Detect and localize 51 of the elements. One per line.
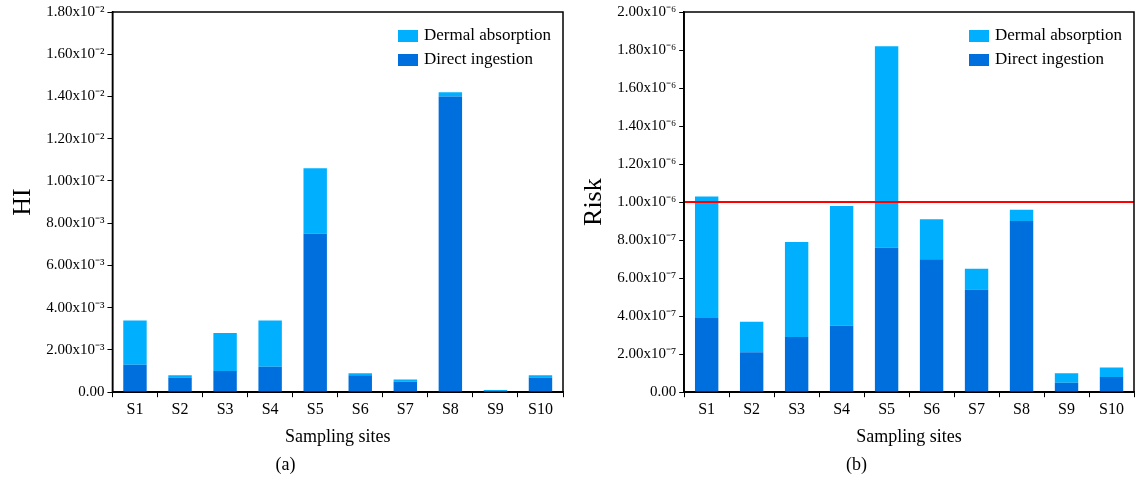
text: (b) — [845, 454, 868, 475]
x-tick-label: S10 — [1099, 400, 1124, 417]
x-axis-title: Sampling sites — [284, 425, 391, 446]
x-tick-label: S3 — [216, 400, 234, 417]
y-tick-label: 1.00x10⁻² — [46, 171, 105, 188]
x-tick-label: S3 — [788, 400, 806, 417]
x-tick-label: S1 — [698, 400, 716, 417]
y-axis-title: HI — [7, 188, 37, 216]
y-tick-label: 1.60x10⁻⁶ — [617, 78, 677, 95]
y-tick-label: 2.00x10⁻³ — [46, 340, 105, 357]
legend-label: Direct ingestion — [424, 49, 534, 69]
x-tick-label: S2 — [743, 400, 761, 417]
x-tick-label: S2 — [171, 400, 189, 417]
y-tick-label: 4.00x10⁻³ — [46, 298, 105, 315]
x-tick-label: S6 — [923, 400, 941, 417]
y-axis-title: Risk — [578, 178, 608, 226]
x-tick-label: S7 — [968, 400, 986, 417]
y-tick-label: 1.60x10⁻² — [46, 45, 105, 62]
x-tick-label: S4 — [833, 400, 851, 417]
y-tick-label: 4.00x10⁻⁷ — [617, 307, 677, 324]
legend-label: Dermal absorption — [424, 25, 552, 45]
y-tick-label: 1.80x10⁻² — [46, 2, 105, 19]
x-axis-title: Sampling sites — [856, 425, 962, 446]
y-tick-label: 2.00x10⁻⁶ — [617, 2, 677, 19]
legend-label: Dermal absorption — [995, 25, 1123, 45]
x-tick-label: S1 — [126, 400, 144, 417]
y-tick-label: 8.00x10⁻⁷ — [617, 231, 677, 248]
y-tick-label: 1.40x10⁻² — [46, 87, 105, 104]
y-tick-label: 2.00x10⁻⁷ — [617, 345, 677, 362]
y-tick-label: 1.80x10⁻⁶ — [617, 40, 677, 57]
x-tick-label: S8 — [1013, 400, 1030, 417]
y-tick-label: 8.00x10⁻³ — [46, 214, 105, 231]
x-tick-label: S9 — [486, 400, 504, 417]
x-tick-label: S10 — [528, 400, 553, 417]
y-tick-label: 6.00x10⁻⁷ — [617, 269, 677, 286]
text: (a) — [274, 454, 297, 475]
x-tick-label: S8 — [441, 400, 459, 417]
y-tick-label: 1.40x10⁻⁶ — [617, 117, 677, 133]
y-tick-label: 1.20x10⁻⁶ — [617, 155, 677, 172]
y-tick-label: 6.00x10⁻³ — [46, 256, 105, 273]
x-tick-label: S5 — [306, 400, 324, 417]
legend-label: Direct ingestion — [995, 49, 1105, 69]
x-tick-label: S9 — [1058, 400, 1075, 417]
x-tick-label: S4 — [261, 400, 279, 417]
y-tick-label: 0.00 — [78, 383, 105, 400]
x-tick-label: S6 — [351, 400, 369, 417]
x-tick-label: S7 — [396, 400, 414, 417]
y-tick-label: 1.00x10⁻⁶ — [617, 193, 677, 210]
x-tick-label: S5 — [878, 400, 896, 417]
y-tick-label: 1.20x10⁻² — [46, 129, 105, 146]
y-tick-label: 0.00 — [649, 383, 677, 400]
